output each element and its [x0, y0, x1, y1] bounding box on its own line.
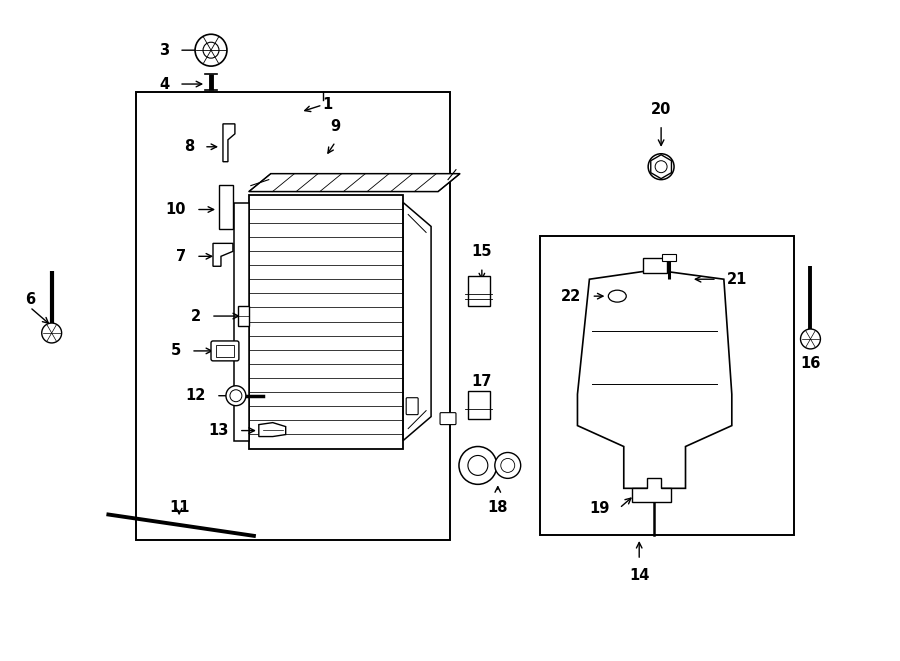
Polygon shape [238, 306, 248, 326]
FancyBboxPatch shape [440, 412, 456, 424]
Text: 10: 10 [166, 202, 186, 217]
Text: 5: 5 [171, 344, 181, 358]
Text: 21: 21 [727, 272, 747, 287]
Circle shape [800, 329, 821, 349]
Circle shape [459, 447, 497, 485]
Circle shape [495, 453, 521, 479]
Text: 18: 18 [488, 500, 508, 516]
FancyBboxPatch shape [406, 398, 419, 414]
Text: 14: 14 [629, 568, 650, 583]
Bar [540, 237, 794, 535]
Bar [468, 391, 490, 418]
Bar [234, 202, 248, 440]
Text: 8: 8 [184, 139, 194, 154]
Polygon shape [632, 479, 671, 502]
Circle shape [226, 386, 246, 406]
Circle shape [468, 455, 488, 475]
Circle shape [648, 154, 674, 180]
FancyBboxPatch shape [211, 341, 239, 361]
Polygon shape [403, 202, 431, 440]
Bar [662, 254, 676, 261]
Text: 3: 3 [159, 43, 169, 58]
Text: 13: 13 [209, 423, 229, 438]
Text: 7: 7 [176, 249, 186, 264]
Polygon shape [223, 124, 235, 162]
Circle shape [230, 390, 242, 402]
Text: 20: 20 [651, 102, 671, 117]
Bar [219, 184, 233, 229]
Text: 6: 6 [24, 292, 35, 307]
Ellipse shape [608, 290, 626, 302]
Bar [643, 258, 667, 273]
Text: 12: 12 [185, 388, 206, 403]
Text: 22: 22 [562, 289, 581, 303]
Text: 2: 2 [191, 309, 201, 324]
Text: 16: 16 [800, 356, 821, 371]
Bar [136, 92, 450, 540]
Text: 1: 1 [322, 97, 333, 112]
Text: 15: 15 [472, 245, 492, 259]
Text: 9: 9 [330, 119, 340, 134]
Bar [216, 345, 234, 357]
Circle shape [195, 34, 227, 66]
Polygon shape [248, 174, 460, 192]
Text: 19: 19 [589, 501, 609, 516]
Polygon shape [259, 422, 285, 436]
Text: 4: 4 [159, 77, 169, 91]
Circle shape [203, 42, 219, 58]
Bar [248, 194, 403, 449]
Polygon shape [651, 155, 671, 178]
Circle shape [41, 323, 61, 343]
Bar [468, 276, 490, 306]
Circle shape [500, 459, 515, 473]
Polygon shape [213, 243, 233, 266]
Text: 17: 17 [472, 373, 492, 389]
Circle shape [655, 161, 667, 173]
Text: 11: 11 [169, 500, 189, 516]
Polygon shape [578, 271, 732, 488]
